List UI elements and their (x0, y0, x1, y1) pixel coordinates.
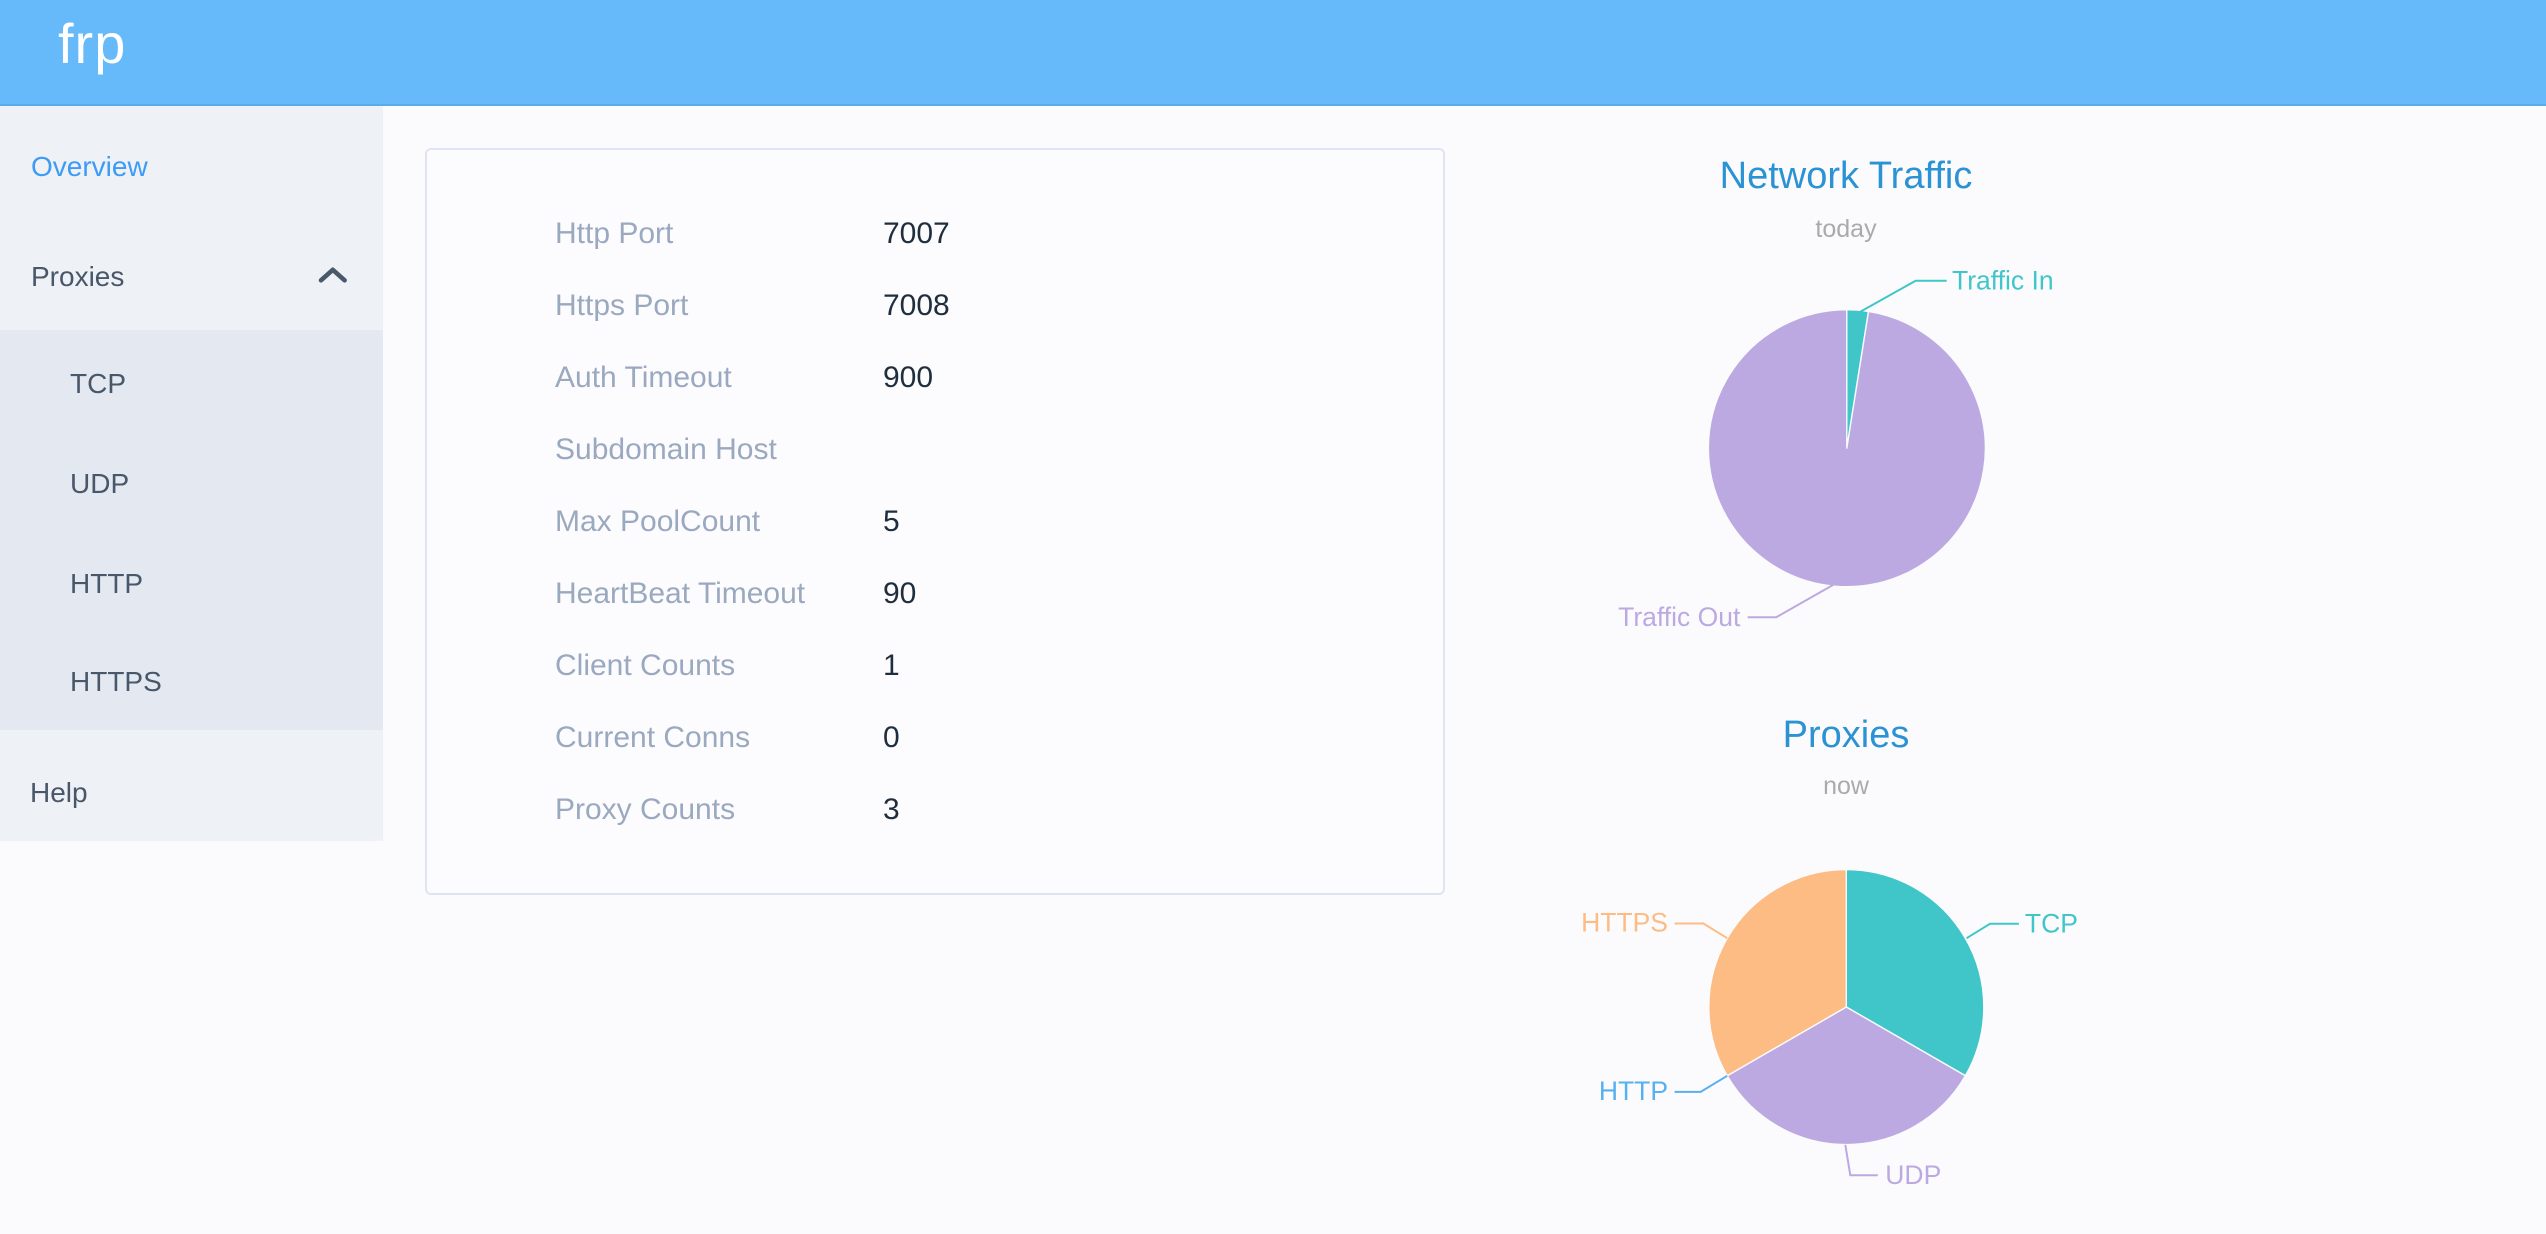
svg-text:Traffic In: Traffic In (1952, 266, 2054, 296)
svg-text:TCP: TCP (2025, 909, 2078, 939)
svg-text:UDP: UDP (1885, 1160, 1941, 1190)
svg-text:HTTP: HTTP (1599, 1076, 1668, 1106)
svg-text:Traffic Out: Traffic Out (1618, 602, 1741, 632)
svg-text:HTTPS: HTTPS (1581, 908, 1668, 938)
